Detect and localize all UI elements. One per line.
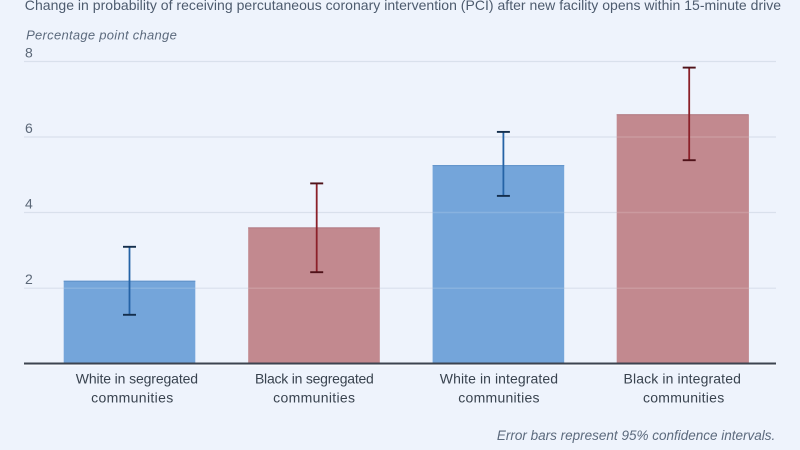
svg-text:communities: communities	[643, 389, 724, 405]
svg-text:White in integrated: White in integrated	[440, 371, 558, 387]
svg-text:8: 8	[25, 45, 33, 61]
svg-text:communities: communities	[273, 389, 355, 405]
svg-text:White in segregated: White in segregated	[76, 371, 198, 387]
svg-text:Black in integrated: Black in integrated	[624, 371, 741, 387]
svg-text:communities: communities	[91, 389, 173, 405]
svg-text:6: 6	[25, 120, 33, 136]
svg-text:Percentage point change: Percentage point change	[26, 27, 177, 42]
svg-text:Error bars represent 95% confi: Error bars represent 95% confidence inte…	[497, 428, 775, 443]
svg-text:4: 4	[25, 196, 33, 212]
svg-text:Black in segregated: Black in segregated	[255, 371, 374, 387]
svg-text:Change in probability of recei: Change in probability of receiving percu…	[25, 0, 782, 13]
svg-text:2: 2	[25, 271, 33, 287]
svg-text:communities: communities	[458, 389, 539, 405]
